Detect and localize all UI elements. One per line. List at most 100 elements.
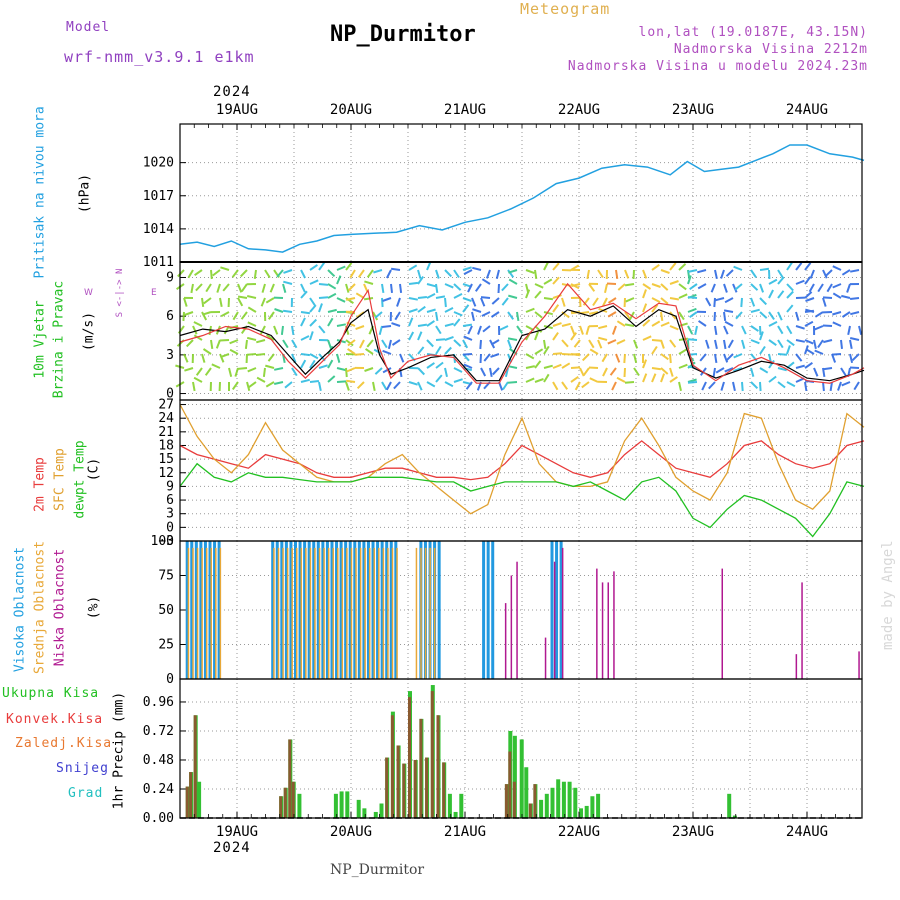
wind-arrow bbox=[435, 338, 446, 341]
wind-arrow bbox=[543, 325, 553, 330]
wind-arrow bbox=[570, 325, 576, 335]
wind-arrow bbox=[363, 283, 369, 293]
wind-arrow bbox=[552, 304, 560, 313]
wind-arrow bbox=[609, 367, 617, 376]
precip-conv-bar bbox=[508, 751, 512, 818]
wind-arrow bbox=[327, 283, 337, 290]
y-tick-label: 0.00 bbox=[143, 811, 174, 826]
high-cloud-bar bbox=[486, 541, 490, 679]
wind-arrow bbox=[346, 367, 356, 373]
wind-arrow bbox=[382, 349, 392, 355]
date-label-bottom: 23AUG bbox=[672, 824, 714, 840]
high-cloud-bar bbox=[190, 541, 194, 679]
wind-arrow bbox=[849, 297, 860, 300]
wind-arrow bbox=[212, 269, 221, 277]
wind-arrow bbox=[480, 367, 487, 377]
mid-cloud-bar bbox=[201, 547, 203, 679]
wind-arrow bbox=[182, 311, 185, 322]
precip-legend-freezing: Zaledj.Kisa bbox=[15, 736, 113, 751]
wind-arrow bbox=[678, 381, 682, 392]
wind-arrow bbox=[697, 283, 707, 290]
wind-arrow bbox=[193, 334, 203, 341]
wind-arrow bbox=[237, 283, 243, 293]
wind-arrow bbox=[588, 311, 599, 315]
wind-arrow bbox=[507, 353, 513, 363]
wind-arrow bbox=[391, 322, 401, 327]
wind-arrow bbox=[822, 296, 833, 299]
wind-arrow bbox=[571, 283, 581, 288]
high-cloud-bar bbox=[550, 541, 554, 679]
low-cloud-bar bbox=[561, 547, 564, 679]
high-cloud-bar bbox=[185, 541, 189, 679]
temp-line bbox=[179, 440, 865, 481]
wind-arrow bbox=[327, 308, 337, 313]
wind-arrow bbox=[534, 331, 540, 341]
wind-arrow bbox=[393, 381, 401, 390]
wind-arrow bbox=[678, 311, 685, 321]
wind-arrow bbox=[444, 322, 454, 327]
wind-arrow bbox=[642, 289, 647, 299]
high-cloud-bar bbox=[307, 541, 311, 679]
wind-arrow bbox=[723, 309, 734, 313]
date-label-bottom: 24AUG bbox=[786, 824, 828, 840]
wind-arrow bbox=[504, 367, 509, 378]
wind-arrow bbox=[381, 339, 388, 349]
y-tick-label: 100 bbox=[151, 534, 174, 549]
high-cloud-bar bbox=[376, 541, 380, 679]
high-cloud-bar bbox=[312, 541, 316, 679]
low-cloud-bar bbox=[858, 651, 860, 679]
precip-total-bar bbox=[544, 793, 549, 818]
wind-arrow bbox=[507, 381, 518, 384]
wind-arrow bbox=[678, 363, 688, 369]
wind-arrow bbox=[615, 269, 619, 280]
wind-arrow bbox=[184, 311, 194, 316]
wind-arrow bbox=[777, 290, 785, 299]
wind-arrow bbox=[651, 297, 661, 303]
wind-arrow bbox=[669, 297, 680, 301]
year-bottom: 2024 bbox=[213, 840, 251, 856]
high-cloud-bar bbox=[559, 541, 563, 679]
wind-arrow bbox=[543, 373, 550, 383]
wind-speed-line bbox=[179, 282, 865, 384]
precip-conv-bar bbox=[528, 803, 532, 818]
wind-arrow bbox=[462, 323, 473, 327]
wind-arrow bbox=[364, 280, 374, 285]
compass-w: W bbox=[84, 288, 93, 298]
wind-arrow bbox=[269, 283, 275, 293]
pressure-line bbox=[179, 144, 865, 253]
wind-arrow bbox=[201, 311, 208, 321]
wind-arrow bbox=[633, 353, 638, 363]
wind-arrow bbox=[202, 311, 212, 316]
precip-total-bar bbox=[539, 799, 544, 818]
wind-arrow bbox=[309, 331, 314, 341]
wind-arrow bbox=[795, 353, 803, 362]
high-cloud-bar bbox=[437, 541, 441, 679]
wind-arrow bbox=[841, 311, 851, 318]
wind-arrow bbox=[525, 365, 536, 369]
wind-arrow bbox=[850, 311, 860, 316]
high-cloud-bar bbox=[380, 541, 384, 679]
wind-arrow bbox=[309, 359, 316, 369]
low-cloud-bar bbox=[510, 575, 513, 679]
panel-frame bbox=[179, 123, 863, 263]
high-cloud-bar bbox=[482, 541, 486, 679]
wind-arrow bbox=[365, 348, 374, 355]
wind-arrow bbox=[759, 381, 762, 392]
high-cloud-bar bbox=[194, 541, 198, 679]
wind-arrow bbox=[694, 325, 698, 336]
wind-arrow bbox=[501, 283, 509, 292]
wind-arrow bbox=[534, 360, 542, 369]
wind-arrow bbox=[481, 311, 491, 317]
wind-arrow bbox=[183, 297, 188, 307]
y-tick-label: 12 bbox=[158, 466, 174, 481]
wind-arrow bbox=[804, 320, 814, 327]
wind-arrow bbox=[345, 297, 356, 301]
wind-arrow bbox=[699, 353, 707, 362]
wind-arrow bbox=[759, 267, 770, 271]
wind-arrow bbox=[374, 367, 383, 375]
wind-arrow bbox=[759, 367, 769, 374]
wind-arrow bbox=[660, 269, 670, 274]
wind-arrow bbox=[309, 380, 320, 383]
wind-arrow bbox=[708, 381, 716, 390]
model-label: Model bbox=[66, 20, 111, 35]
